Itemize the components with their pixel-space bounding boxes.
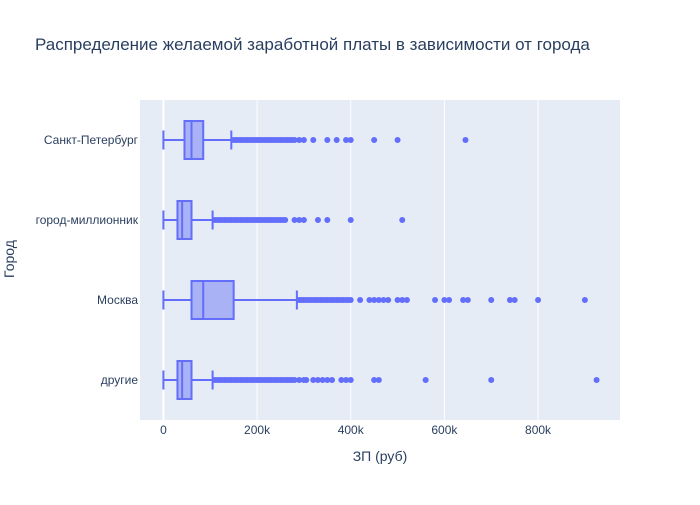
x-tick-labels: 0 200k 400k 600k 800k (160, 423, 552, 437)
outlier-point (380, 297, 387, 303)
x-tick-label: 0 (160, 423, 167, 437)
outlier-point (347, 137, 354, 143)
outlier-point (394, 297, 401, 303)
outlier-point (446, 297, 453, 303)
box-iqr (176, 360, 193, 400)
outlier-point (310, 137, 317, 143)
outlier-point (314, 377, 321, 383)
outlier-point (422, 377, 429, 383)
outlier-point (385, 297, 392, 303)
y-tick-label: Москва (97, 293, 138, 307)
outlier-point (329, 377, 335, 383)
outlier-point (319, 377, 326, 383)
outlier-point (291, 377, 298, 383)
outlier-point (296, 377, 303, 383)
outlier-point (371, 137, 378, 143)
outlier-point (291, 137, 298, 143)
x-tick-label: 600k (431, 423, 458, 437)
outlier-point (347, 297, 354, 303)
box-trace (162, 120, 469, 160)
y-tick-labels: Санкт-Петербург город-миллионник Москва дру… (36, 133, 139, 387)
plot-background (140, 100, 620, 420)
outlier-point (347, 217, 354, 223)
outlier-point (282, 217, 289, 223)
x-tick-label: 200k (244, 423, 271, 437)
outlier-point (366, 297, 373, 303)
outlier-point (488, 377, 495, 383)
outlier-point (343, 377, 350, 383)
outlier-point (357, 297, 364, 303)
outlier-point (593, 377, 600, 383)
outlier-point (488, 297, 495, 303)
outlier-point (333, 137, 340, 143)
x-axis-title: ЗП (руб) (353, 448, 408, 464)
outlier-point (310, 377, 317, 383)
y-tick-label: Санкт-Петербург (44, 133, 139, 147)
outlier-point (314, 217, 321, 223)
boxes (162, 120, 600, 400)
box-trace (162, 360, 600, 400)
outlier-point (394, 137, 401, 143)
outlier-point (300, 217, 307, 223)
y-tick-label: город-миллионник (36, 213, 139, 227)
y-tick-label: другие (101, 373, 139, 387)
outlier-point (462, 137, 469, 143)
outlier-point (338, 377, 345, 383)
box-trace (162, 280, 588, 320)
outlier-point (371, 377, 378, 383)
x-tick-label: 800k (525, 423, 552, 437)
outlier-point (581, 297, 588, 303)
box-iqr (190, 280, 235, 320)
outlier-point (324, 137, 331, 143)
outlier-point (291, 217, 298, 223)
outlier-point (296, 137, 303, 143)
outlier-point (460, 297, 467, 303)
x-tick-label: 400k (338, 423, 365, 437)
outlier-point (324, 377, 331, 383)
outlier-point (403, 297, 410, 303)
outlier-point (535, 297, 542, 303)
outlier-point (464, 297, 471, 303)
outlier-point (399, 217, 406, 223)
outlier-point (441, 297, 448, 303)
box-iqr (176, 200, 193, 240)
grid-lines (162, 100, 539, 420)
outlier-point (343, 137, 350, 143)
outlier-point (399, 297, 406, 303)
outlier-point (511, 297, 518, 303)
outlier-point (432, 297, 439, 303)
outlier-point (375, 377, 382, 383)
outlier-point (347, 377, 354, 383)
outlier-point (375, 297, 382, 303)
outlier-point (324, 217, 331, 223)
box-trace (162, 200, 406, 240)
chart-title: Распределение желаемой заработной платы … (35, 35, 590, 54)
y-axis-title: Город (1, 240, 17, 278)
outlier-point (296, 217, 303, 223)
outlier-point (303, 377, 310, 383)
outlier-point (371, 297, 378, 303)
box-iqr (183, 120, 205, 160)
outlier-point (300, 137, 307, 143)
outlier-point (506, 297, 513, 303)
